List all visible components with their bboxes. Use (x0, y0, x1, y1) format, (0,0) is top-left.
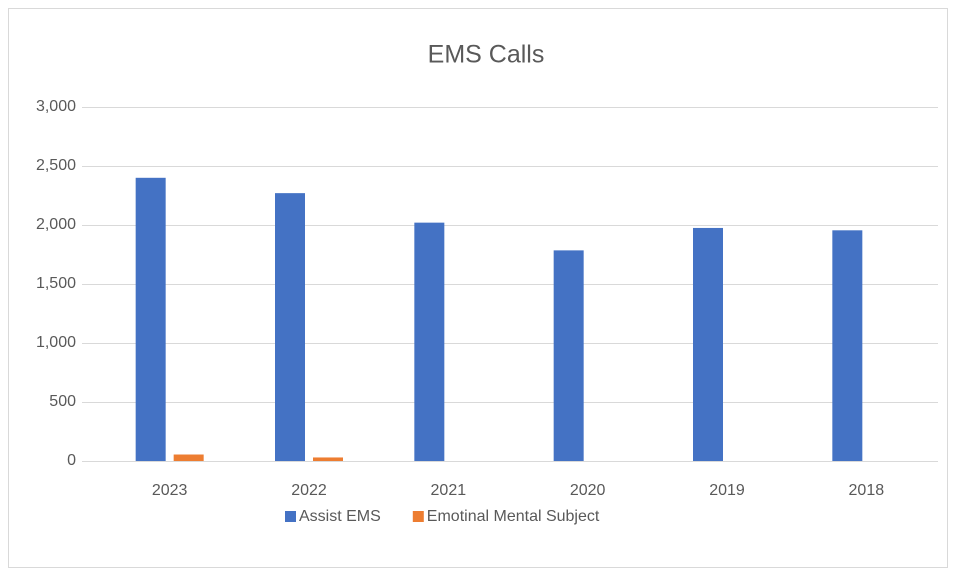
y-tick-label: 500 (49, 393, 76, 410)
y-tick-label: 1,000 (36, 334, 76, 351)
y-tick-label: 2,500 (36, 157, 76, 174)
bar (275, 193, 305, 461)
y-tick-label: 2,000 (36, 216, 76, 233)
x-tick-label: 2019 (709, 482, 745, 499)
x-tick-label: 2023 (152, 482, 188, 499)
bar (553, 250, 584, 461)
x-tick-label: 2020 (570, 482, 606, 499)
x-tick-label: 2018 (849, 482, 885, 499)
bar (313, 457, 343, 461)
x-tick-label: 2021 (431, 482, 467, 499)
legend-label: Assist EMS (299, 508, 381, 525)
bar (135, 177, 166, 462)
bar (414, 222, 445, 461)
legend-label: Emotinal Mental Subject (427, 508, 600, 525)
y-tick-label: 0 (67, 452, 76, 469)
y-tick-label: 1,500 (36, 275, 76, 292)
bar (173, 454, 204, 461)
legend-swatch (285, 511, 296, 522)
y-tick-label: 3,000 (36, 98, 76, 115)
chart-title: EMS Calls (428, 41, 545, 69)
bar (693, 227, 723, 461)
x-tick-label: 2022 (291, 482, 327, 499)
bar (832, 230, 863, 461)
legend-swatch (412, 511, 424, 522)
